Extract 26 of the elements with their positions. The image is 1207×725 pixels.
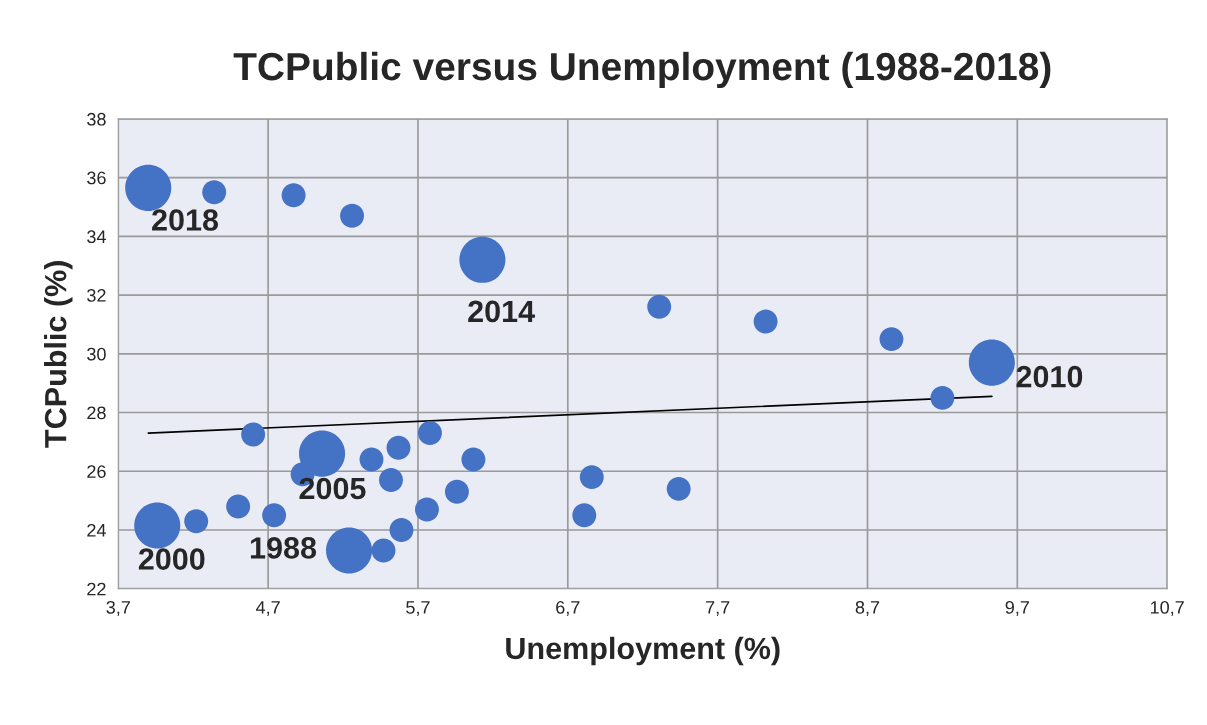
annotation: 2010 bbox=[1016, 365, 1083, 388]
x-tick-label: 7,7 bbox=[706, 601, 730, 616]
annotation: 2014 bbox=[468, 300, 535, 323]
y-tick-label: 34 bbox=[87, 230, 106, 244]
y-tick-label: 30 bbox=[87, 347, 106, 361]
x-tick-label: 6,7 bbox=[556, 600, 580, 616]
annotation: 2018 bbox=[152, 209, 219, 231]
y-tick-label: 26 bbox=[87, 465, 106, 478]
y-axis-title: TCPublic (%) bbox=[44, 261, 73, 448]
x-axis-title: Unemployment (%) bbox=[506, 636, 780, 666]
y-tick-label: 38 bbox=[87, 112, 106, 126]
x-tick-label: 8,7 bbox=[855, 600, 880, 616]
x-tick-label: 4,7 bbox=[255, 601, 280, 616]
y-tick-label: 24 bbox=[87, 523, 106, 537]
y-tick-label: 32 bbox=[87, 289, 106, 302]
annotation: 1988 bbox=[250, 537, 317, 559]
annotation: 2005 bbox=[299, 477, 366, 500]
y-tick-label: 22 bbox=[87, 582, 106, 596]
x-tick-label: 10,7 bbox=[1150, 600, 1184, 616]
x-tick-label: 5,7 bbox=[406, 601, 430, 616]
x-tick-label: 9,7 bbox=[1005, 600, 1029, 616]
chart-title: TCPublic versus Unemployment (1988-2018) bbox=[233, 51, 1051, 89]
x-tick-label: 3,7 bbox=[106, 600, 130, 616]
y-tick-label: 36 bbox=[87, 171, 106, 185]
annotation: 2000 bbox=[138, 548, 205, 570]
y-tick-label: 28 bbox=[87, 406, 106, 420]
